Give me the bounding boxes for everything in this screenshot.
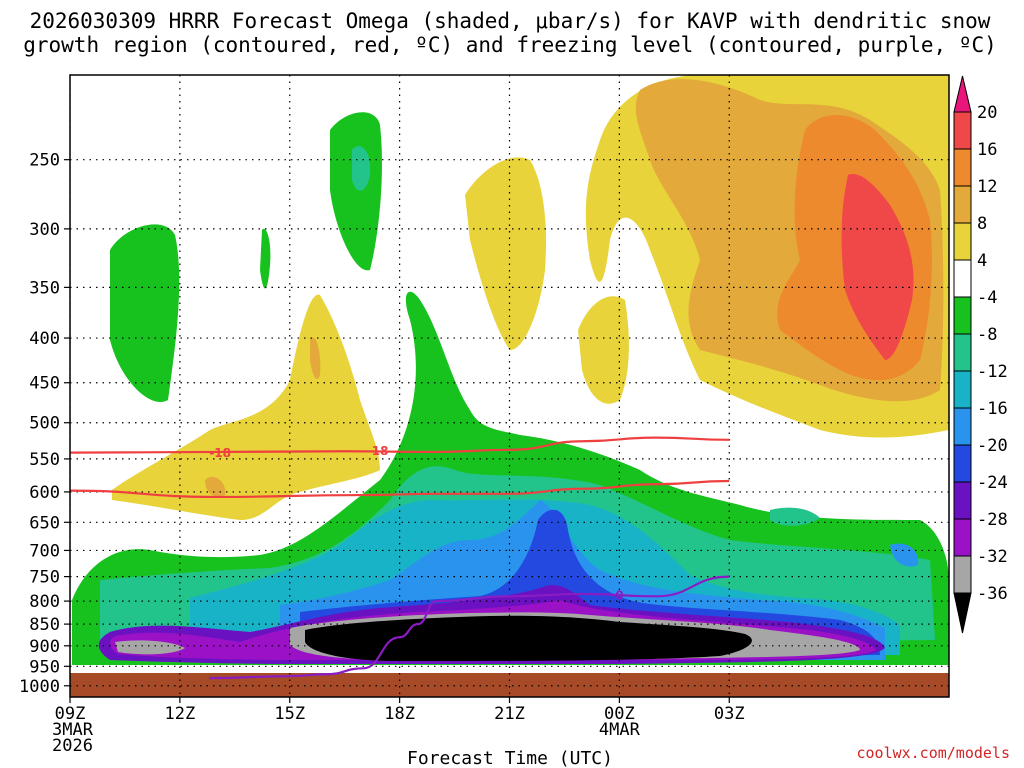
colorbar-segment (953, 222, 972, 261)
colorbar-level-label: -28 (977, 510, 1008, 530)
colorbar-segment (953, 111, 972, 150)
credit-text: coolwx.com/models (856, 744, 1010, 762)
colorbar-segment (953, 185, 972, 224)
y-tick-label: 700 (29, 541, 60, 561)
x-tick-sublabel: 4MAR (599, 720, 641, 740)
colorbar-level-label: -20 (977, 436, 1008, 456)
x-tick-sublabel: 3MAR (52, 720, 94, 740)
y-tick-label: 800 (29, 592, 60, 612)
colorbar-segment (953, 333, 972, 372)
y-tick-label: 450 (29, 374, 60, 394)
colorbar-level-label: 4 (977, 251, 987, 271)
chart-title-line2: growth region (contoured, red, ºC) and f… (23, 33, 997, 57)
y-tick-label: 600 (29, 483, 60, 503)
contour-line (70, 436, 730, 454)
omega-cell-thin (260, 228, 271, 289)
y-tick-label: 900 (29, 637, 60, 657)
y-tick-label: 1000 (19, 677, 60, 697)
omega-region-plus4-mid1 (465, 157, 547, 350)
colorbar-level-label: -24 (977, 473, 1008, 493)
colorbar-segment (953, 148, 972, 187)
x-axis-title: Forecast Time (UTC) (407, 748, 613, 768)
omega-region-plus16-right (841, 174, 914, 360)
omega-cell-plus8-small (750, 176, 762, 207)
y-tick-label: 550 (29, 450, 60, 470)
colorbar-top-arrow (953, 75, 972, 113)
colorbar-level-label: -32 (977, 547, 1008, 567)
chart-title-line1: 2026030309 HRRR Forecast Omega (shaded, … (30, 9, 991, 33)
y-axis: 2503003504004505005506006507007508008509… (19, 151, 70, 697)
omega-cell-upper-mid-core (352, 146, 371, 191)
contour-lines: -18 -18 0 (70, 436, 730, 680)
x-tick-label: 12Z (165, 704, 196, 724)
contour-line (209, 575, 730, 680)
omega-cell-upper-mid (330, 112, 382, 271)
colorbar-segment (953, 444, 972, 483)
colorbar-level-label: 20 (977, 103, 997, 123)
contour-label-dgz: -18 (367, 444, 389, 458)
y-tick-label: 750 (29, 568, 60, 588)
colorbar-level-label: 16 (977, 140, 997, 160)
colorbar-segment (953, 259, 972, 298)
colorbar-segment (953, 407, 972, 446)
colorbar-segment (953, 555, 972, 594)
y-tick-label: 250 (29, 151, 60, 171)
x-tick-label: 18Z (384, 704, 415, 724)
omega-region-minus36 (305, 615, 752, 661)
colorbar-segment (953, 518, 972, 557)
colorbar-level-label: -4 (977, 288, 997, 308)
omega-shading: -18 -18 0 (70, 75, 949, 697)
omega-region-plus4-mid2 (578, 296, 629, 404)
x-tick-label: 09Z (55, 704, 86, 724)
x-tick-label: 21Z (494, 704, 525, 724)
contour-label-freezing: 0 (615, 588, 623, 602)
colorbar-bottom-arrow (953, 592, 972, 634)
colorbar: 20 16 12 8 4 -4 -8 -12 -16 -20 -24 -28 -32 -36 (953, 75, 1008, 634)
y-tick-label: 400 (29, 329, 60, 349)
x-tick-sublabel: 2026 (52, 736, 93, 756)
y-tick-label: 650 (29, 513, 60, 533)
contour-line (70, 479, 730, 499)
y-tick-label: 950 (29, 657, 60, 677)
y-tick-label: 350 (29, 278, 60, 298)
x-tick-label: 03Z (714, 704, 745, 724)
omega-cell-right-mid (770, 507, 820, 526)
x-tick-label: 00Z (604, 704, 635, 724)
colorbar-level-label: -36 (977, 584, 1008, 604)
colorbar-level-label: -8 (977, 325, 997, 345)
colorbar-segment (953, 370, 972, 409)
omega-cell-right-edge (890, 543, 919, 567)
omega-region-plus8-left (205, 337, 321, 497)
x-tick-label: 15Z (274, 704, 305, 724)
colorbar-segment (953, 296, 972, 335)
colorbar-segment (953, 481, 972, 520)
y-tick-label: 300 (29, 220, 60, 240)
omega-cell-upper-left (110, 224, 180, 402)
colorbar-level-label: -12 (977, 362, 1008, 382)
colorbar-level-label: -16 (977, 399, 1008, 419)
colorbar-level-label: 12 (977, 177, 997, 197)
y-tick-label: 500 (29, 414, 60, 434)
colorbar-level-label: 8 (977, 214, 987, 234)
contour-label-dgz: -18 (209, 446, 231, 460)
y-tick-label: 850 (29, 615, 60, 635)
